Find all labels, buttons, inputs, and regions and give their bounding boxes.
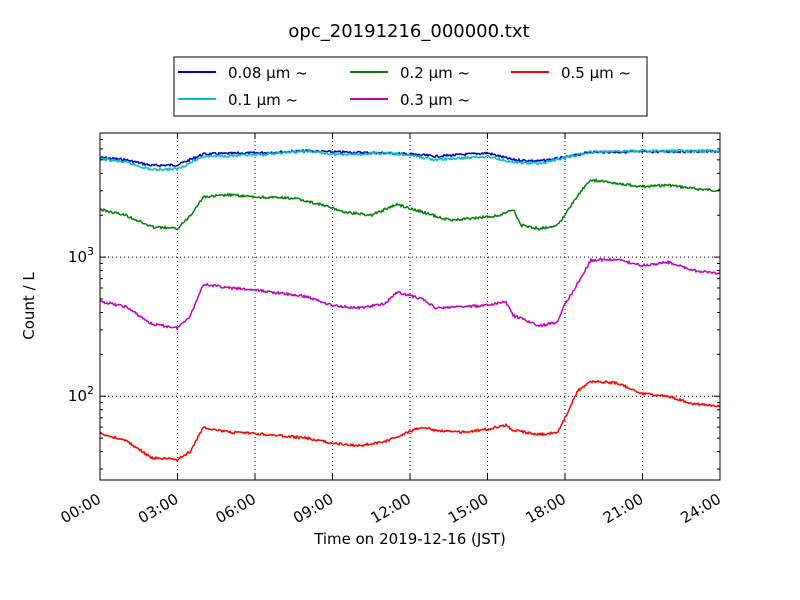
y-tick-label: 102: [68, 384, 94, 405]
chart-title: opc_20191216_000000.txt: [288, 21, 529, 42]
series-line: [99, 379, 721, 462]
x-tick-label: 03:00: [135, 490, 181, 527]
x-tick-label: 09:00: [290, 490, 336, 527]
series-group: [99, 147, 721, 462]
x-tick-label: 15:00: [445, 490, 491, 527]
series-line: [99, 147, 721, 172]
x-tick-label: 00:00: [58, 490, 104, 527]
legend-label: 0.2 μm ~: [400, 64, 470, 82]
x-tick-label: 18:00: [523, 490, 569, 527]
ticks: [99, 133, 721, 480]
series-line: [99, 257, 721, 331]
grid: [100, 133, 720, 480]
y-tick-label: 103: [68, 245, 94, 266]
x-tick-label: 21:00: [600, 490, 646, 527]
legend-label: 0.3 μm ~: [400, 91, 470, 109]
y-axis-label: Count / L: [20, 272, 38, 340]
legend-label: 0.1 μm ~: [228, 91, 298, 109]
legend-label: 0.5 μm ~: [561, 64, 631, 82]
legend-box: [173, 56, 648, 117]
y-tick-labels: 102 103: [68, 245, 94, 405]
x-tick-label: 06:00: [213, 490, 259, 527]
x-axis-label: Time on 2019-12-16 (JST): [313, 530, 506, 548]
series-line: [99, 177, 721, 231]
x-tick-label: 24:00: [678, 490, 724, 527]
x-tick-labels: 00:00 03:00 06:00 09:00 12:00 15:00 18:00 21:00…: [58, 490, 724, 527]
plot-area: [100, 133, 720, 480]
x-tick-label: 12:00: [368, 490, 414, 527]
legend: 0.08 μm ~ 0.1 μm ~ 0.2 μm ~ 0.3 μm ~ 0.5 μm …: [173, 56, 648, 117]
legend-label: 0.08 μm ~: [228, 64, 308, 82]
